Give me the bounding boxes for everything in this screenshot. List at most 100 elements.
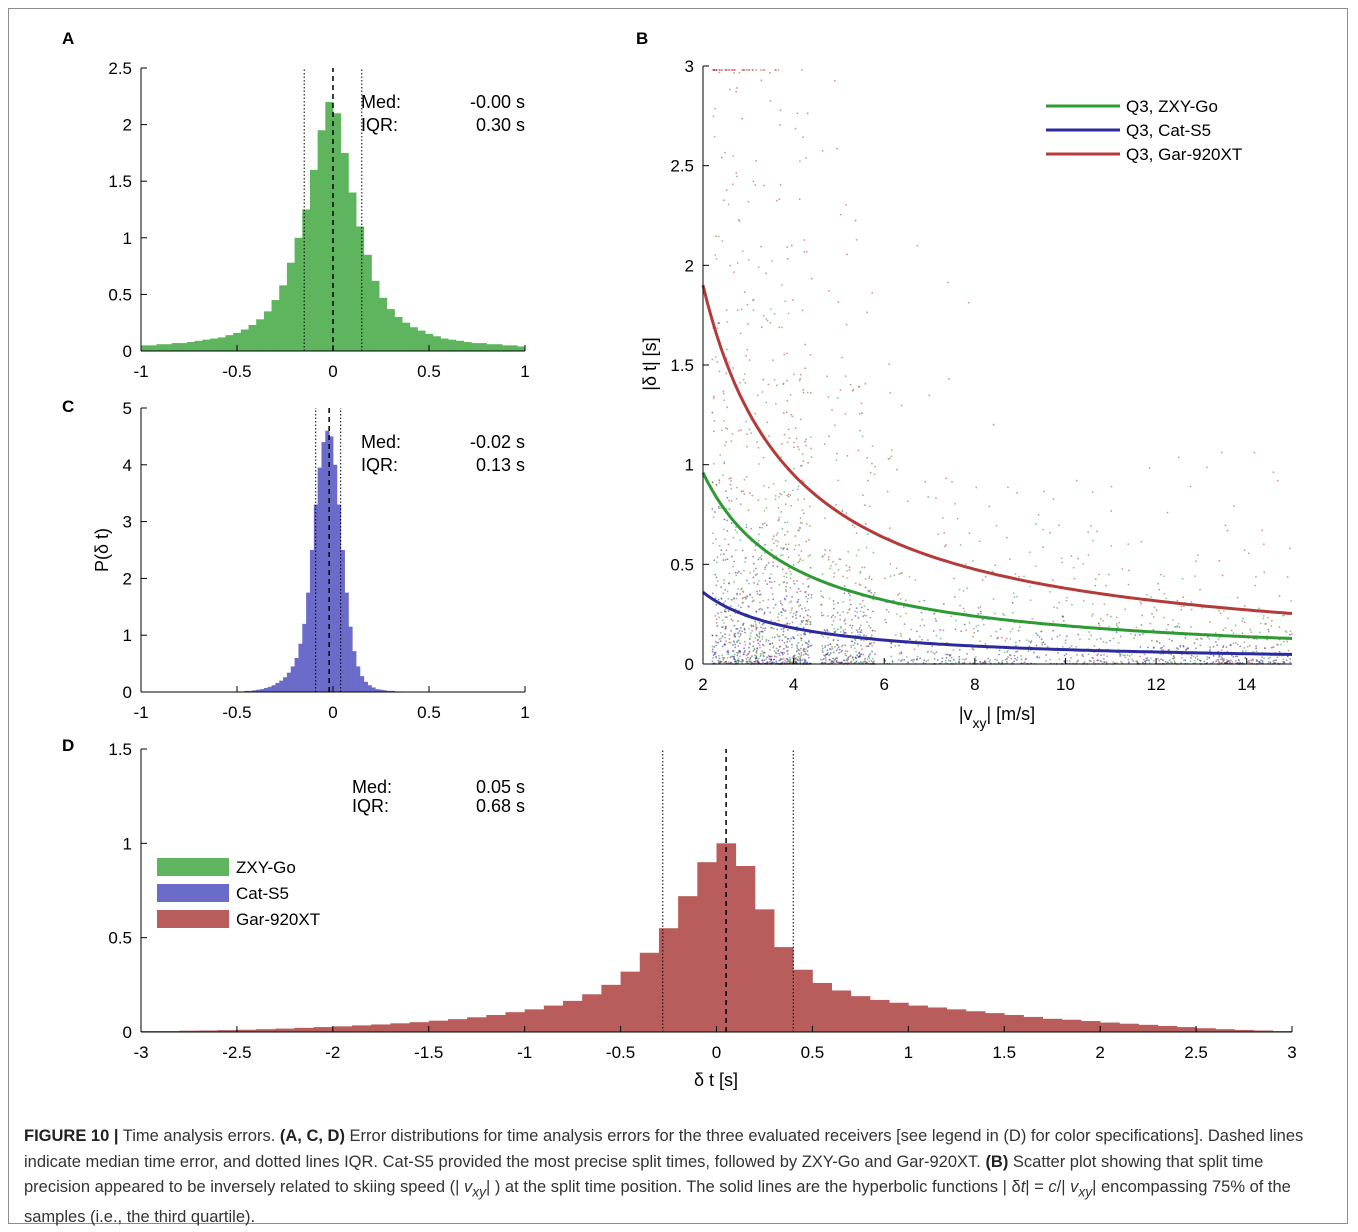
scatter-point [821, 556, 824, 558]
scatter-point [1258, 607, 1260, 610]
scatter-point [962, 607, 965, 610]
scatter-point [849, 661, 852, 664]
scatter-point [1094, 578, 1097, 580]
scatter-point [744, 644, 747, 646]
scatter-point [965, 657, 968, 660]
scatter-point [977, 613, 979, 615]
scatter-point [944, 659, 947, 662]
scatter-point [977, 624, 980, 627]
scatter-point [968, 532, 971, 535]
scatter-point [861, 648, 863, 651]
scatter-point [822, 635, 825, 638]
histogram-bar [171, 343, 180, 351]
scatter-point [858, 628, 861, 631]
histogram-bar [233, 332, 242, 351]
scatter-point [869, 626, 872, 629]
scatter-point [797, 605, 800, 608]
panel-b-xlabel-sub: xy [973, 715, 987, 731]
scatter-point [759, 646, 761, 649]
scatter-point [787, 660, 790, 663]
scatter-point [846, 569, 849, 572]
scatter-point [827, 558, 830, 561]
scatter-point [769, 627, 772, 629]
panel-a-med-value: -0.00 s [470, 92, 525, 112]
scatter-point [749, 571, 751, 574]
histogram-bar [1061, 1019, 1082, 1032]
y-tick-label: 3 [123, 513, 132, 532]
scatter-point [719, 631, 722, 634]
scatter-point [784, 610, 787, 613]
scatter-point [1107, 573, 1110, 576]
scatter-point [757, 579, 760, 582]
scatter-point [935, 651, 938, 654]
scatter-point [730, 655, 733, 658]
caption-text-3: Scatter plot showing that split time pre… [24, 1152, 1264, 1197]
histogram-bar [946, 1009, 967, 1032]
scatter-point [833, 572, 836, 575]
scatter-point [724, 608, 727, 611]
scatter-point [758, 662, 760, 664]
scatter-point [874, 653, 876, 656]
scatter-point [732, 650, 735, 652]
scatter-point [1061, 561, 1064, 564]
scatter-point [1239, 645, 1242, 648]
scatter-point [711, 660, 714, 663]
scatter-point [1263, 657, 1265, 660]
scatter-point [801, 621, 803, 624]
scatter-point [979, 606, 982, 608]
histogram-bar [382, 690, 388, 692]
scatter-point [1097, 653, 1100, 655]
scatter-point [791, 595, 794, 598]
scatter-point [713, 135, 716, 138]
scatter-point [777, 540, 780, 543]
scatter-point [801, 69, 803, 71]
panel-a-iqr-value: 0.30 s [476, 115, 525, 135]
histogram-bar [275, 1028, 295, 1032]
scatter-point [758, 463, 760, 465]
scatter-point [748, 69, 751, 71]
x-tick-label: 1 [520, 362, 529, 381]
scatter-point [792, 612, 795, 615]
scatter-point [1255, 659, 1258, 662]
scatter-point [762, 622, 765, 625]
scatter-point [853, 526, 856, 529]
scatter-point [852, 659, 855, 661]
scatter-point [752, 645, 755, 648]
scatter-point [1205, 466, 1208, 469]
scatter-point [1052, 620, 1055, 623]
scatter-point [739, 642, 741, 645]
scatter-point [1159, 647, 1162, 650]
scatter-point [1174, 626, 1177, 628]
scatter-point [713, 420, 716, 422]
scatter-point [796, 488, 799, 491]
scatter-point [725, 610, 727, 613]
scatter-point [792, 635, 794, 638]
scatter-point [803, 239, 806, 241]
scatter-point [715, 634, 718, 637]
scatter-point [801, 607, 803, 610]
scatter-point [1254, 584, 1257, 587]
scatter-point [888, 457, 891, 460]
scatter-point [1025, 639, 1028, 642]
histogram-bar [325, 430, 330, 692]
scatter-point [1184, 636, 1187, 639]
scatter-point [1288, 633, 1291, 636]
scatter-point [832, 639, 835, 642]
scatter-point [982, 623, 985, 626]
scatter-point [973, 632, 976, 634]
scatter-point [1212, 654, 1215, 657]
scatter-point [1189, 660, 1192, 663]
scatter-point [873, 660, 876, 663]
scatter-point [844, 618, 847, 621]
scatter-point [854, 219, 857, 222]
scatter-point [839, 389, 842, 391]
scatter-point [802, 649, 805, 652]
scatter-point [780, 628, 783, 631]
legend-label: Q3, ZXY-Go [1126, 97, 1218, 116]
scatter-point [838, 558, 840, 560]
scatter-point [712, 542, 715, 545]
scatter-point [711, 645, 714, 648]
scatter-point [765, 318, 768, 321]
scatter-point [1007, 656, 1009, 658]
